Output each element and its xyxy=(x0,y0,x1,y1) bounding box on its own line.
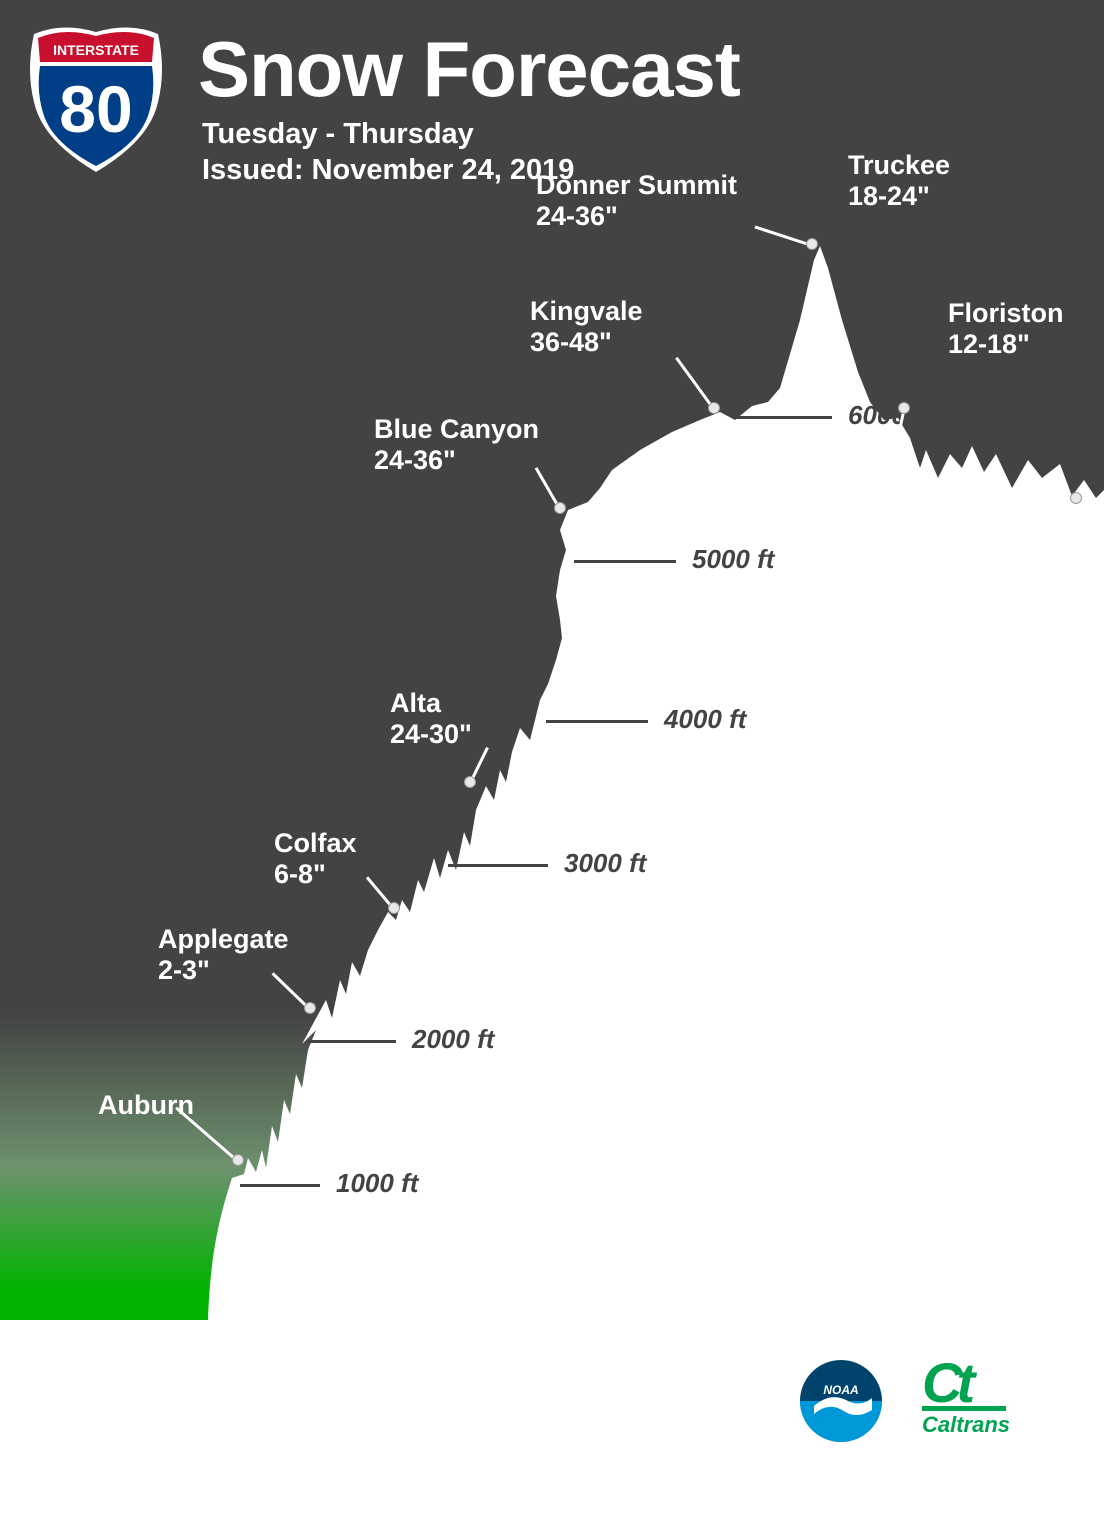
svg-text:Ct: Ct xyxy=(922,1352,977,1414)
elevation-tick xyxy=(546,720,648,723)
subtitle-line-2: Issued: November 24, 2019 xyxy=(202,154,574,187)
city-label: Donner Summit24-36" xyxy=(536,170,737,232)
city-marker xyxy=(554,502,566,514)
noaa-logo-icon: NOAA xyxy=(796,1356,886,1446)
svg-text:80: 80 xyxy=(59,72,132,146)
city-marker xyxy=(232,1154,244,1166)
city-marker xyxy=(806,238,818,250)
city-label: Kingvale36-48" xyxy=(530,296,643,358)
city-label: Alta24-30" xyxy=(390,688,472,750)
svg-text:INTERSTATE: INTERSTATE xyxy=(53,42,139,58)
elevation-label: 4000 ft xyxy=(664,704,746,735)
city-marker xyxy=(464,776,476,788)
elevation-tick xyxy=(574,560,676,563)
city-marker xyxy=(1070,492,1082,504)
elevation-tick xyxy=(308,1040,396,1043)
city-label: Blue Canyon24-36" xyxy=(374,414,539,476)
svg-text:Caltrans: Caltrans xyxy=(922,1412,1010,1437)
elevation-label: 2000 ft xyxy=(412,1024,494,1055)
caltrans-logo-icon: Ct Caltrans xyxy=(912,1352,1042,1432)
city-marker xyxy=(388,902,400,914)
city-label: Colfax6-8" xyxy=(274,828,357,890)
city-marker xyxy=(708,402,720,414)
elevation-tick xyxy=(448,864,548,867)
interstate-shield-icon: INTERSTATE 80 xyxy=(22,22,170,174)
elevation-label: 6000 ft xyxy=(848,400,930,431)
elevation-label: 5000 ft xyxy=(692,544,774,575)
city-label: Auburn xyxy=(98,1090,194,1121)
city-label: Floriston12-18" xyxy=(948,298,1064,360)
city-label: Truckee18-24" xyxy=(848,150,950,212)
elevation-label: 1000 ft xyxy=(336,1168,418,1199)
elevation-label: 3000 ft xyxy=(564,848,646,879)
city-marker xyxy=(898,402,910,414)
page-title: Snow Forecast xyxy=(198,24,740,115)
elevation-tick xyxy=(734,416,832,419)
svg-text:NOAA: NOAA xyxy=(823,1383,858,1397)
city-label: Applegate2-3" xyxy=(158,924,289,986)
city-marker xyxy=(304,1002,316,1014)
subtitle-line-1: Tuesday - Thursday xyxy=(202,118,474,151)
elevation-tick xyxy=(240,1184,320,1187)
